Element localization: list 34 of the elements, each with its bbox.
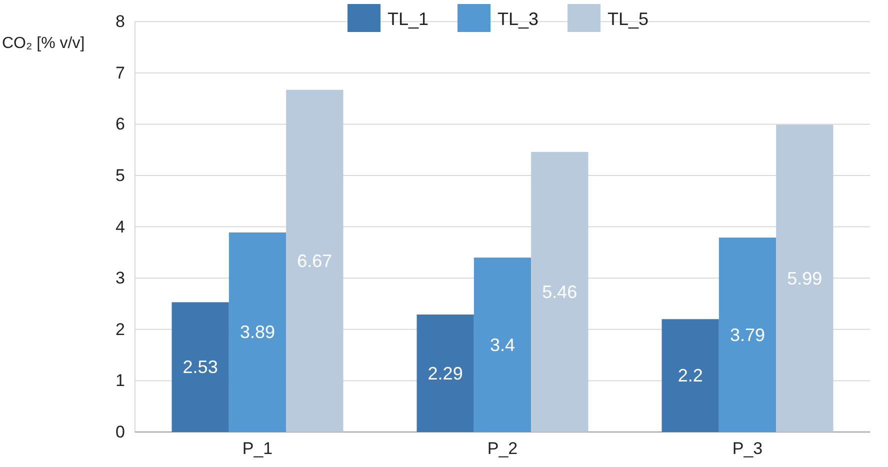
bar xyxy=(718,238,776,432)
y-tick-label: 5 xyxy=(116,166,125,185)
bar xyxy=(286,90,344,432)
bar xyxy=(662,319,719,432)
legend-label: TL_3 xyxy=(498,9,539,29)
y-tick-label: 4 xyxy=(116,217,125,236)
x-tick-label: P_2 xyxy=(487,439,518,458)
x-tick-label: P_1 xyxy=(242,439,273,458)
y-tick-label: 2 xyxy=(116,320,125,339)
y-tick-label: 8 xyxy=(116,12,125,32)
bar xyxy=(474,258,532,432)
bar xyxy=(172,302,229,432)
bar xyxy=(228,232,286,432)
data-label: 3.4 xyxy=(490,334,516,355)
y-tick-label: 7 xyxy=(116,63,125,82)
y-tick-label: 0 xyxy=(116,422,125,442)
data-label: 6.67 xyxy=(297,250,332,271)
legend-label: TL_5 xyxy=(608,9,649,29)
y-tick-label: 6 xyxy=(116,114,125,134)
legend-label: TL_1 xyxy=(388,9,429,29)
data-label: 2.53 xyxy=(182,357,218,378)
data-label: 2.29 xyxy=(428,363,463,384)
bar xyxy=(776,124,834,432)
data-label: 5.46 xyxy=(542,282,578,302)
x-tick-label: P_3 xyxy=(732,439,763,458)
data-label: 3.79 xyxy=(730,324,766,345)
y-tick-label: 3 xyxy=(116,268,125,288)
data-label: 3.89 xyxy=(240,322,276,342)
bar xyxy=(531,152,588,432)
bar xyxy=(416,314,474,432)
y-axis-title: CO₂ [% v/v] xyxy=(2,35,85,52)
data-label: 5.99 xyxy=(787,268,822,288)
data-label: 2.2 xyxy=(678,366,703,386)
y-tick-label: 1 xyxy=(116,371,125,390)
